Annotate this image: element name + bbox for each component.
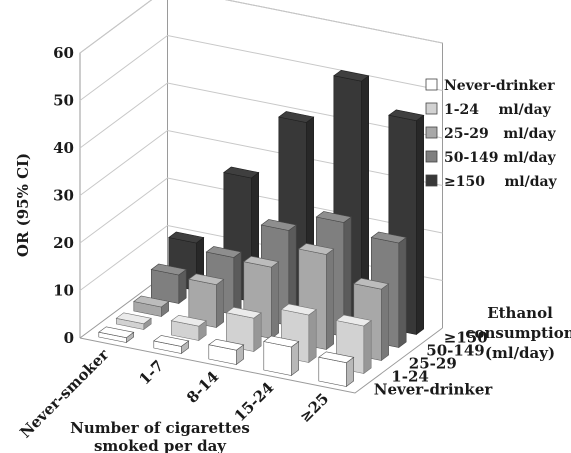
bar-top-face: [315, 211, 352, 223]
x-axis-label-line-1: Number of cigarettes: [70, 419, 250, 437]
bar-top-face: [370, 231, 407, 244]
legend-swatch: [425, 102, 438, 115]
y-tick-label: 20: [53, 234, 74, 252]
bar-side-face: [398, 236, 407, 349]
bar-side-face: [253, 312, 262, 353]
bar-side-face: [270, 261, 280, 340]
x-tick-label: 1-7: [135, 357, 167, 389]
legend: Never-drinker 1-24 ml/day 25-29 ml/day 50-1…: [425, 78, 558, 190]
bar-top-face: [133, 295, 170, 308]
depth-axis-title-line-2: consumption: [465, 324, 571, 342]
y-tick-label: 40: [53, 139, 74, 157]
depth-axis-title-line-3: (ml/day): [485, 344, 555, 362]
gridline: [79, 0, 443, 54]
depth-tick-label: 50-149: [426, 342, 484, 360]
bar-top-face: [388, 109, 425, 122]
bar-top-face: [260, 219, 297, 231]
gridline: [79, 34, 443, 101]
bar-side-face: [290, 340, 300, 377]
bar-top-face: [278, 111, 315, 123]
legend-entry-label: 25-29 ml/day: [444, 126, 557, 142]
bar-top-face: [170, 314, 207, 327]
bar-top-face: [188, 273, 225, 286]
bar-top-face: [98, 326, 135, 339]
bar-side-face: [233, 251, 242, 316]
depth-tick-label: 1-24: [391, 368, 429, 386]
legend-entry-label: 50-149 ml/day: [444, 150, 556, 166]
bar-side-face: [308, 308, 317, 364]
bar: [153, 335, 190, 355]
legend-entry-label: Never-drinker: [444, 78, 555, 94]
bar-top-face: [150, 263, 187, 276]
bar-top-face: [353, 277, 390, 290]
bar: [98, 326, 135, 344]
bar-side-face: [178, 268, 187, 305]
depth-tick-label: ≥150: [444, 329, 488, 347]
y-tick-label: 50: [53, 92, 74, 110]
y-axis-label: OR (95% CI): [14, 153, 32, 257]
bar-front-face: [263, 341, 292, 376]
bar-top-face: [280, 303, 317, 316]
bar-front-face: [151, 269, 180, 304]
floor-edge: [79, 327, 443, 394]
bar-side-face: [216, 278, 224, 329]
bar-top-face: [225, 306, 262, 319]
depth-tick-label: Never-drinker: [374, 381, 494, 399]
bar: [170, 314, 207, 342]
bar-side-face: [363, 319, 372, 375]
bar-top-face: [223, 166, 260, 179]
bar: [208, 338, 245, 366]
x-tick-label: 15-24: [231, 379, 278, 426]
bar-top-face: [115, 312, 152, 325]
bar: [150, 263, 187, 305]
bar-top-face: [205, 246, 242, 258]
bar-top-face: [153, 335, 190, 347]
bar-top-face: [168, 231, 205, 244]
x-axis-label-line-2: smoked per day: [94, 437, 227, 453]
legend-entry-label: 1-24 ml/day: [444, 102, 552, 118]
bar: [225, 306, 262, 353]
depth-axis-title-line-1: Ethanol: [487, 304, 553, 322]
bar-group: [98, 69, 425, 388]
y-tick-label: 10: [53, 282, 74, 300]
legend-swatch: [425, 150, 438, 163]
x-tick-label: ≥25: [296, 390, 332, 426]
bar-side-face: [325, 248, 335, 351]
bar: [115, 312, 152, 331]
bar-top-face: [335, 314, 372, 327]
legend-swatch: [425, 126, 438, 139]
bar-top-face: [208, 338, 245, 351]
bar-top-face: [263, 335, 300, 348]
bar: [318, 351, 355, 388]
y-tick-label: 0: [64, 329, 74, 347]
depth-tick-label: 25-29: [409, 355, 457, 373]
bar-side-face: [380, 283, 390, 362]
bar: [133, 295, 170, 318]
bar: [188, 273, 225, 329]
legend-swatch: [425, 174, 438, 187]
bar-side-face: [415, 114, 425, 336]
legend-swatch: [425, 78, 438, 91]
bar: [263, 335, 300, 377]
gridline: [79, 129, 443, 196]
x-tick-label: 8-14: [183, 368, 222, 407]
y-tick-label: 30: [53, 187, 74, 205]
y-tick-label: 60: [53, 44, 74, 62]
bar-top-face: [243, 255, 280, 268]
legend-entry-label: ≥150 ml/day: [444, 174, 558, 190]
bar-top-face: [318, 351, 355, 364]
bar-top-face: [333, 69, 370, 82]
gridline: [79, 82, 443, 149]
bar-top-face: [298, 243, 335, 255]
